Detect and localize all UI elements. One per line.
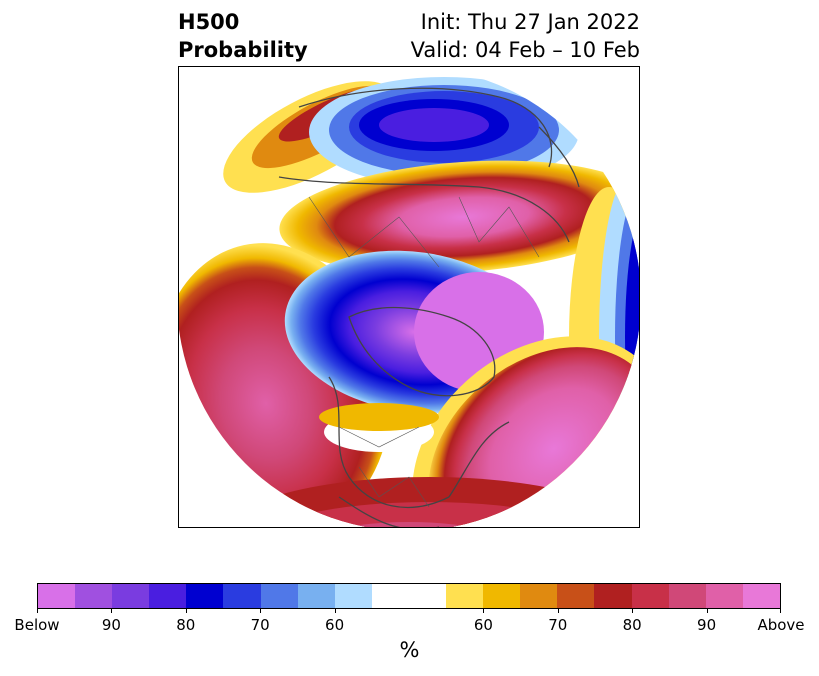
colorbar-tick-label: 80 [622, 616, 642, 634]
colorbar-segment [260, 584, 298, 608]
colorbar-tick-label: 90 [697, 616, 717, 634]
colorbar-segment [371, 584, 409, 608]
colorbar-segment [334, 584, 372, 608]
colorbar-segment [38, 584, 76, 608]
title-probability: Probability [178, 38, 308, 62]
colorbar-segment [223, 584, 261, 608]
colorbar-segment [594, 584, 632, 608]
colorbar-tick-label: 60 [473, 616, 493, 634]
colorbar-segment [186, 584, 224, 608]
colorbar-tick [632, 608, 634, 613]
colorbar-tick [260, 608, 262, 613]
colorbar-tick [185, 608, 187, 613]
colorbar-segment [668, 584, 706, 608]
colorbar-unit: % [399, 638, 420, 662]
colorbar-tick-label: Below [14, 616, 60, 634]
colorbar-tick [706, 608, 708, 613]
title-left: H500 Probability [178, 8, 308, 64]
colorbar-segment [520, 584, 558, 608]
init-date: Init: Thu 27 Jan 2022 [420, 10, 640, 34]
colorbar-segment [483, 584, 521, 608]
valid-range: Valid: 04 Feb – 10 Feb [410, 38, 640, 62]
colorbar-segment [149, 584, 187, 608]
colorbar-tick-label: 70 [548, 616, 568, 634]
colorbar-segment [557, 584, 595, 608]
colorbar-tick [334, 608, 336, 613]
colorbar-segment [446, 584, 484, 608]
colorbar-tick-label: Above [757, 616, 805, 634]
colorbar-segment [705, 584, 743, 608]
colorbar [37, 583, 781, 609]
map-canvas [179, 67, 639, 527]
title-variable: H500 [178, 10, 240, 34]
colorbar-segment [297, 584, 335, 608]
colorbar-tick-label: 90 [101, 616, 121, 634]
colorbar-tick-label: 80 [176, 616, 196, 634]
colorbar-segment [742, 584, 780, 608]
colorbar-ticks [37, 608, 781, 614]
title-right: Init: Thu 27 Jan 2022 Valid: 04 Feb – 10… [411, 8, 640, 64]
colorbar-segment [408, 584, 447, 608]
colorbar-tick [37, 608, 38, 613]
colorbar-segment [75, 584, 113, 608]
colorbar-labels: Below 90 80 70 60 60 70 80 90 Above [14, 616, 804, 636]
colorbar-segment [112, 584, 150, 608]
colorbar-tick [780, 608, 781, 613]
colorbar-tick [557, 608, 559, 613]
colorbar-segment [631, 584, 669, 608]
colorbar-tick-label: 70 [250, 616, 270, 634]
colorbar-tick [111, 608, 113, 613]
colorbar-tick-label: 60 [325, 616, 345, 634]
colorbar-tick [483, 608, 485, 613]
probability-map [178, 66, 640, 528]
